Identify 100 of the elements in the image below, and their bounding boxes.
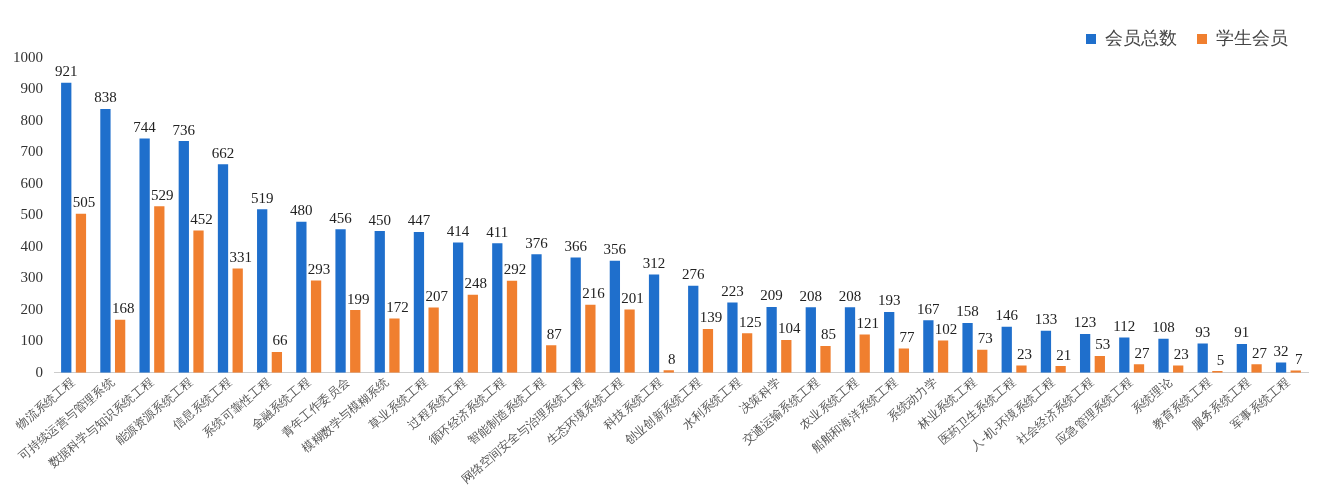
- bar: [413, 232, 425, 373]
- bar: [1173, 365, 1184, 373]
- legend-label: 学生会员: [1216, 26, 1288, 48]
- y-tick-label: 600: [20, 174, 43, 191]
- bar: [859, 334, 870, 373]
- y-tick-label: 0: [35, 363, 43, 380]
- data-label: 23: [1016, 345, 1032, 362]
- bar: [962, 322, 973, 373]
- bar: [100, 108, 111, 373]
- data-label: 447: [407, 212, 431, 229]
- data-label: 529: [151, 186, 174, 203]
- data-label: 32: [1273, 343, 1289, 360]
- bar: [937, 340, 949, 373]
- data-label: 93: [1195, 323, 1211, 340]
- data-label: 104: [778, 320, 802, 337]
- legend-label: 会员总数: [1105, 26, 1177, 48]
- bar: [193, 230, 204, 373]
- data-label: 276: [682, 266, 705, 283]
- y-tick-label: 700: [20, 143, 43, 160]
- bar: [884, 311, 895, 373]
- y-tick-label: 900: [20, 80, 43, 97]
- bar: [702, 328, 714, 373]
- bar: [648, 274, 660, 373]
- data-label: 838: [94, 89, 117, 106]
- data-label: 112: [1113, 317, 1136, 334]
- data-label: 292: [503, 261, 527, 278]
- data-label: 207: [425, 287, 449, 304]
- data-label: 91: [1234, 324, 1250, 341]
- data-label: 736: [172, 121, 196, 138]
- bar: [844, 307, 856, 373]
- data-label: 146: [995, 307, 1019, 324]
- bar: [178, 141, 189, 373]
- bar: [1040, 330, 1052, 373]
- bar: [570, 257, 581, 373]
- bar: [531, 254, 542, 373]
- data-label: 172: [386, 299, 409, 315]
- data-label: 85: [821, 326, 836, 343]
- bar: [271, 351, 283, 373]
- data-label: 7: [1295, 350, 1303, 367]
- data-label: 248: [464, 275, 488, 292]
- data-label: 121: [856, 315, 879, 332]
- bar: [609, 260, 621, 373]
- data-label: 366: [564, 237, 588, 254]
- bar: [452, 242, 464, 373]
- bar: [139, 138, 150, 373]
- data-label: 193: [877, 292, 901, 309]
- data-label: 27: [1252, 344, 1268, 361]
- bar: [217, 164, 229, 373]
- bar: [820, 345, 831, 373]
- bar: [1133, 364, 1145, 373]
- bar: [114, 319, 126, 373]
- data-label: 519: [250, 189, 274, 206]
- bar: [1197, 343, 1208, 373]
- data-label: 450: [368, 211, 391, 228]
- bar: [492, 243, 503, 373]
- data-label: 331: [229, 248, 252, 265]
- bar: [585, 304, 596, 373]
- bar: [624, 309, 635, 373]
- bar: [1119, 337, 1130, 373]
- bar: [389, 318, 400, 373]
- bar: [766, 306, 777, 373]
- bar: [428, 307, 439, 373]
- data-label: 5: [1216, 351, 1225, 368]
- bar: [75, 213, 87, 373]
- bar: [781, 339, 792, 373]
- data-label: 199: [347, 290, 370, 307]
- bar: [741, 333, 753, 373]
- data-label: 223: [721, 282, 744, 299]
- data-label: 53: [1095, 336, 1111, 353]
- bar: [1094, 356, 1105, 373]
- data-label: 23: [1173, 345, 1189, 362]
- data-label: 356: [603, 241, 627, 258]
- y-tick-label: 800: [20, 111, 43, 128]
- bar: [61, 82, 72, 373]
- y-tick-label: 1000: [13, 48, 43, 65]
- bar: [1001, 326, 1012, 373]
- data-label: 133: [1034, 311, 1058, 328]
- bar: [898, 348, 910, 373]
- bar: [1079, 333, 1091, 373]
- data-label: 480: [290, 202, 313, 219]
- data-label: 77: [899, 328, 915, 345]
- data-label: 505: [72, 194, 96, 211]
- bar: [1251, 364, 1262, 373]
- bar: [1016, 365, 1027, 373]
- y-tick-label: 100: [20, 332, 43, 349]
- bar: [310, 280, 322, 373]
- data-label: 8: [668, 350, 676, 367]
- data-label: 293: [307, 260, 331, 277]
- data-label: 216: [582, 285, 606, 302]
- bar: [506, 280, 518, 373]
- bar: [977, 349, 988, 373]
- bar: [232, 268, 243, 373]
- data-label: 452: [190, 210, 213, 227]
- data-label: 158: [956, 303, 979, 320]
- data-label: 66: [272, 332, 288, 349]
- bar: [467, 294, 478, 373]
- data-label: 662: [211, 144, 235, 161]
- bar: [923, 320, 934, 373]
- bar: [296, 221, 307, 373]
- data-label: 125: [738, 313, 762, 330]
